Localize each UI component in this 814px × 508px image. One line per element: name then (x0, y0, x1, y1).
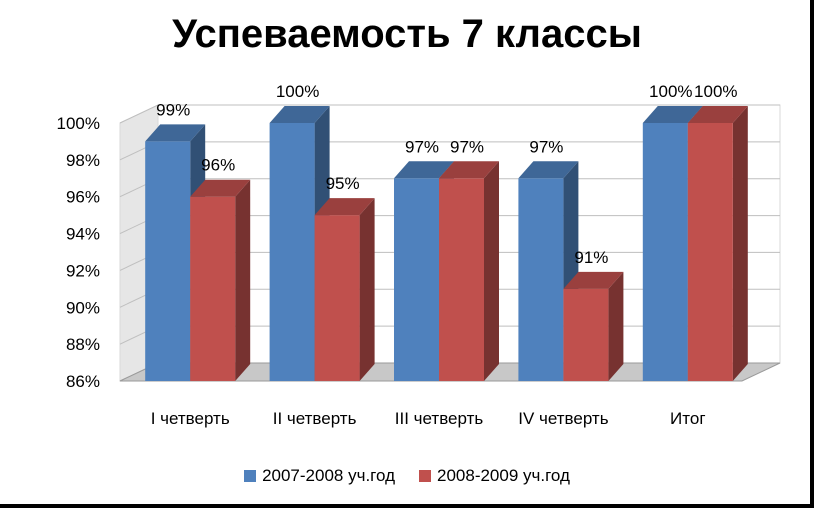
y-tick-label: 100% (57, 114, 100, 133)
data-label: 99% (156, 100, 190, 119)
bar-top (518, 161, 579, 179)
bar-top (439, 161, 499, 179)
legend-swatch-series-2 (419, 470, 431, 482)
chart-title: Успеваемость 7 классы (172, 12, 642, 56)
data-label: 97% (405, 137, 439, 156)
legend-item-series-1: 2007-2008 уч.год (244, 466, 395, 486)
bar-top (563, 271, 624, 289)
x-tick-label: I четверть (151, 409, 230, 428)
bar-side (235, 179, 251, 381)
bar-side (359, 198, 375, 381)
y-tick-label: 88% (66, 335, 100, 354)
data-label: 96% (201, 156, 235, 175)
data-label: 95% (326, 174, 360, 193)
y-tick-label: 98% (66, 151, 100, 170)
data-label: 91% (574, 248, 608, 267)
y-tick-label: 96% (66, 188, 100, 207)
x-tick-label: IV четверть (518, 409, 608, 428)
bar-top (687, 106, 748, 123)
legend: 2007-2008 уч.год 2008-2009 уч.год (0, 466, 810, 486)
x-tick-label: III четверть (395, 409, 484, 428)
bar-top (394, 161, 454, 179)
legend-item-series-2: 2008-2009 уч.год (419, 466, 570, 486)
bar (394, 178, 439, 381)
bar-top (145, 124, 206, 142)
x-tick-label: Итог (670, 409, 705, 428)
bar (190, 196, 236, 381)
y-tick-label: 86% (66, 372, 100, 391)
bar (314, 215, 360, 381)
bar (145, 141, 191, 381)
y-tick-label: 92% (66, 261, 100, 280)
bar-top (190, 179, 251, 197)
legend-label-series-2: 2008-2009 уч.год (437, 466, 570, 485)
bar (563, 288, 609, 381)
bar (439, 178, 484, 381)
x-tick-label: II четверть (273, 409, 357, 428)
bar (687, 123, 733, 381)
bar-side (484, 161, 499, 381)
data-label: 100% (276, 82, 319, 101)
data-label: 97% (450, 137, 484, 156)
bar-top (269, 106, 330, 123)
bar-side (732, 106, 748, 381)
bar (269, 123, 315, 381)
bar-top (642, 106, 703, 123)
y-tick-label: 90% (66, 298, 100, 317)
bar-top (314, 198, 375, 216)
data-label: 97% (529, 137, 563, 156)
data-label: 100% (649, 82, 692, 101)
bar-side (608, 271, 624, 381)
y-tick-label: 94% (66, 225, 100, 244)
legend-label-series-1: 2007-2008 уч.год (262, 466, 395, 485)
data-label: 100% (694, 82, 737, 101)
bar (518, 178, 564, 381)
bar (642, 123, 688, 381)
legend-swatch-series-1 (244, 470, 257, 482)
gridline (119, 104, 780, 124)
